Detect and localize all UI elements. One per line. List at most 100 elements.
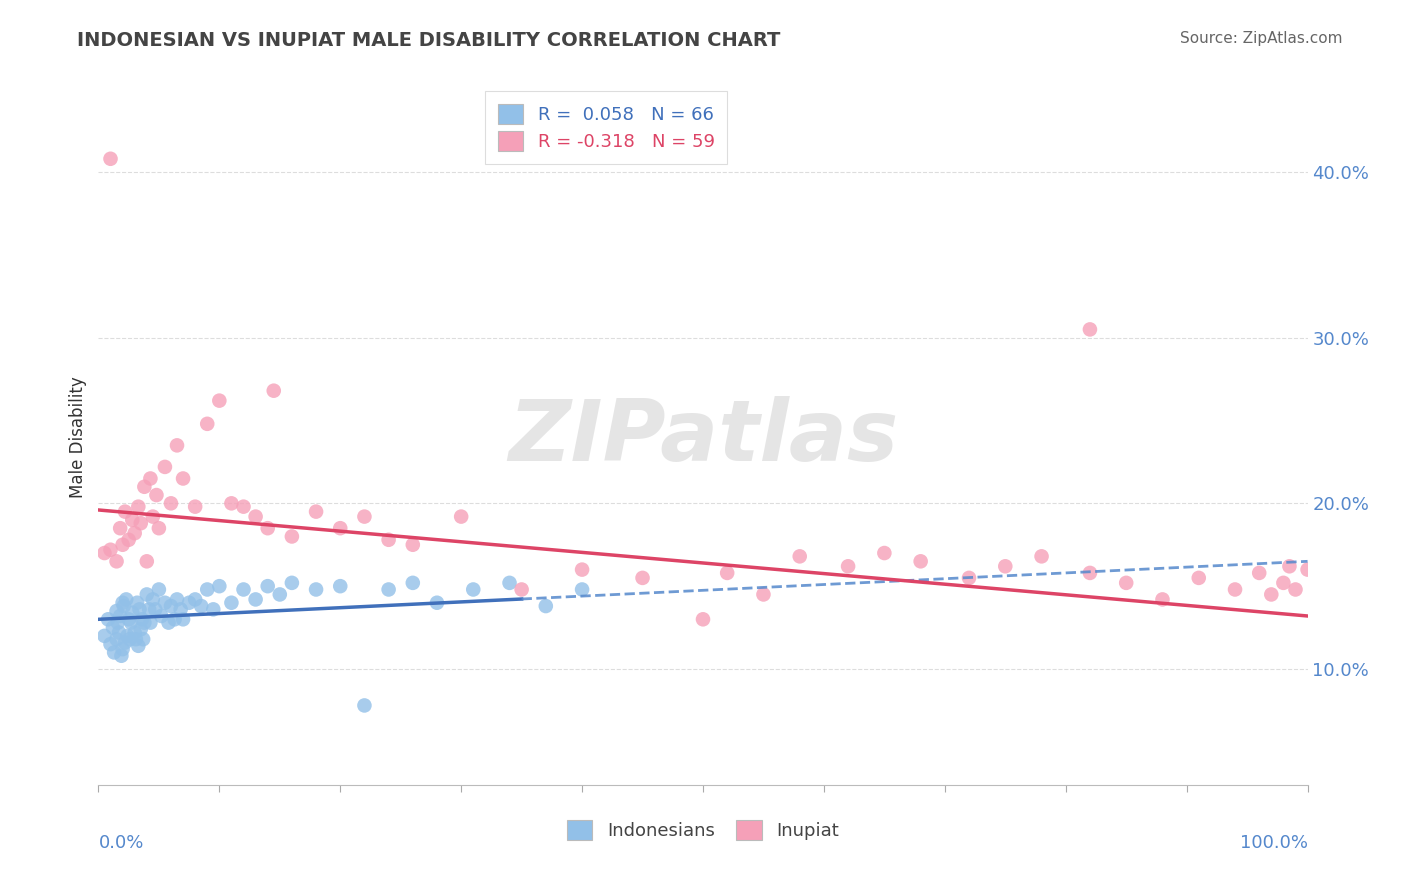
Point bbox=[111, 596, 134, 610]
Point bbox=[329, 579, 352, 593]
Point bbox=[716, 566, 738, 580]
Point bbox=[114, 505, 136, 519]
Point bbox=[692, 612, 714, 626]
Point bbox=[221, 496, 243, 510]
Point bbox=[232, 582, 254, 597]
Point bbox=[1152, 592, 1174, 607]
Point bbox=[120, 615, 142, 630]
Point bbox=[114, 635, 136, 649]
Point bbox=[124, 625, 146, 640]
Point bbox=[873, 546, 896, 560]
Point bbox=[195, 417, 218, 431]
Point bbox=[143, 602, 166, 616]
Point bbox=[305, 582, 328, 597]
Point bbox=[135, 587, 157, 601]
Point bbox=[789, 549, 811, 564]
Point bbox=[1078, 566, 1101, 580]
Point bbox=[108, 609, 131, 624]
Point bbox=[142, 592, 165, 607]
Point bbox=[994, 559, 1017, 574]
Y-axis label: Male Disability: Male Disability bbox=[69, 376, 87, 498]
Point bbox=[163, 612, 186, 626]
Point bbox=[110, 648, 132, 663]
Point bbox=[118, 612, 141, 626]
Point bbox=[190, 599, 212, 613]
Point bbox=[105, 632, 128, 647]
Point bbox=[1115, 575, 1137, 590]
Point bbox=[160, 496, 183, 510]
Point bbox=[128, 602, 150, 616]
Point bbox=[108, 521, 131, 535]
Point bbox=[160, 599, 183, 613]
Point bbox=[1031, 549, 1053, 564]
Point bbox=[142, 509, 165, 524]
Point bbox=[100, 542, 122, 557]
Point bbox=[402, 538, 425, 552]
Point bbox=[498, 575, 520, 590]
Point bbox=[1284, 582, 1306, 597]
Point bbox=[138, 602, 160, 616]
Point bbox=[111, 538, 134, 552]
Point bbox=[329, 521, 352, 535]
Text: 100.0%: 100.0% bbox=[1240, 834, 1308, 852]
Point bbox=[166, 592, 188, 607]
Point bbox=[256, 521, 278, 535]
Text: ZIPatlas: ZIPatlas bbox=[508, 395, 898, 479]
Point bbox=[232, 500, 254, 514]
Point bbox=[510, 582, 533, 597]
Point bbox=[107, 615, 129, 630]
Point bbox=[93, 629, 115, 643]
Point bbox=[402, 575, 425, 590]
Point bbox=[105, 554, 128, 568]
Point bbox=[1278, 559, 1301, 574]
Point bbox=[221, 596, 243, 610]
Point bbox=[121, 513, 143, 527]
Point bbox=[134, 615, 156, 630]
Point bbox=[208, 393, 231, 408]
Point bbox=[305, 505, 328, 519]
Point bbox=[245, 509, 267, 524]
Point bbox=[134, 480, 156, 494]
Point bbox=[139, 471, 162, 485]
Legend: Indonesians, Inupiat: Indonesians, Inupiat bbox=[554, 807, 852, 853]
Point bbox=[118, 533, 141, 547]
Point bbox=[127, 500, 149, 514]
Point bbox=[129, 622, 152, 636]
Point bbox=[184, 592, 207, 607]
Point bbox=[353, 509, 375, 524]
Point bbox=[100, 152, 122, 166]
Point bbox=[571, 563, 593, 577]
Point bbox=[1188, 571, 1211, 585]
Point bbox=[111, 642, 134, 657]
Point bbox=[910, 554, 932, 568]
Point bbox=[184, 500, 207, 514]
Point bbox=[179, 596, 201, 610]
Point bbox=[105, 604, 128, 618]
Point bbox=[631, 571, 654, 585]
Point bbox=[426, 596, 449, 610]
Point bbox=[153, 596, 176, 610]
Point bbox=[377, 582, 399, 597]
Point bbox=[571, 582, 593, 597]
Point bbox=[112, 599, 135, 613]
Point bbox=[103, 645, 125, 659]
Point bbox=[269, 587, 291, 601]
Point bbox=[131, 612, 153, 626]
Point bbox=[752, 587, 775, 601]
Point bbox=[153, 459, 176, 474]
Point bbox=[1296, 563, 1319, 577]
Point bbox=[534, 599, 557, 613]
Point bbox=[121, 606, 143, 620]
Point bbox=[93, 546, 115, 560]
Point bbox=[166, 438, 188, 452]
Point bbox=[148, 521, 170, 535]
Point bbox=[100, 637, 122, 651]
Point bbox=[281, 529, 304, 543]
Point bbox=[132, 632, 155, 647]
Point bbox=[150, 609, 173, 624]
Point bbox=[169, 602, 191, 616]
Point bbox=[172, 612, 194, 626]
Point bbox=[263, 384, 285, 398]
Point bbox=[195, 582, 218, 597]
Point bbox=[115, 592, 138, 607]
